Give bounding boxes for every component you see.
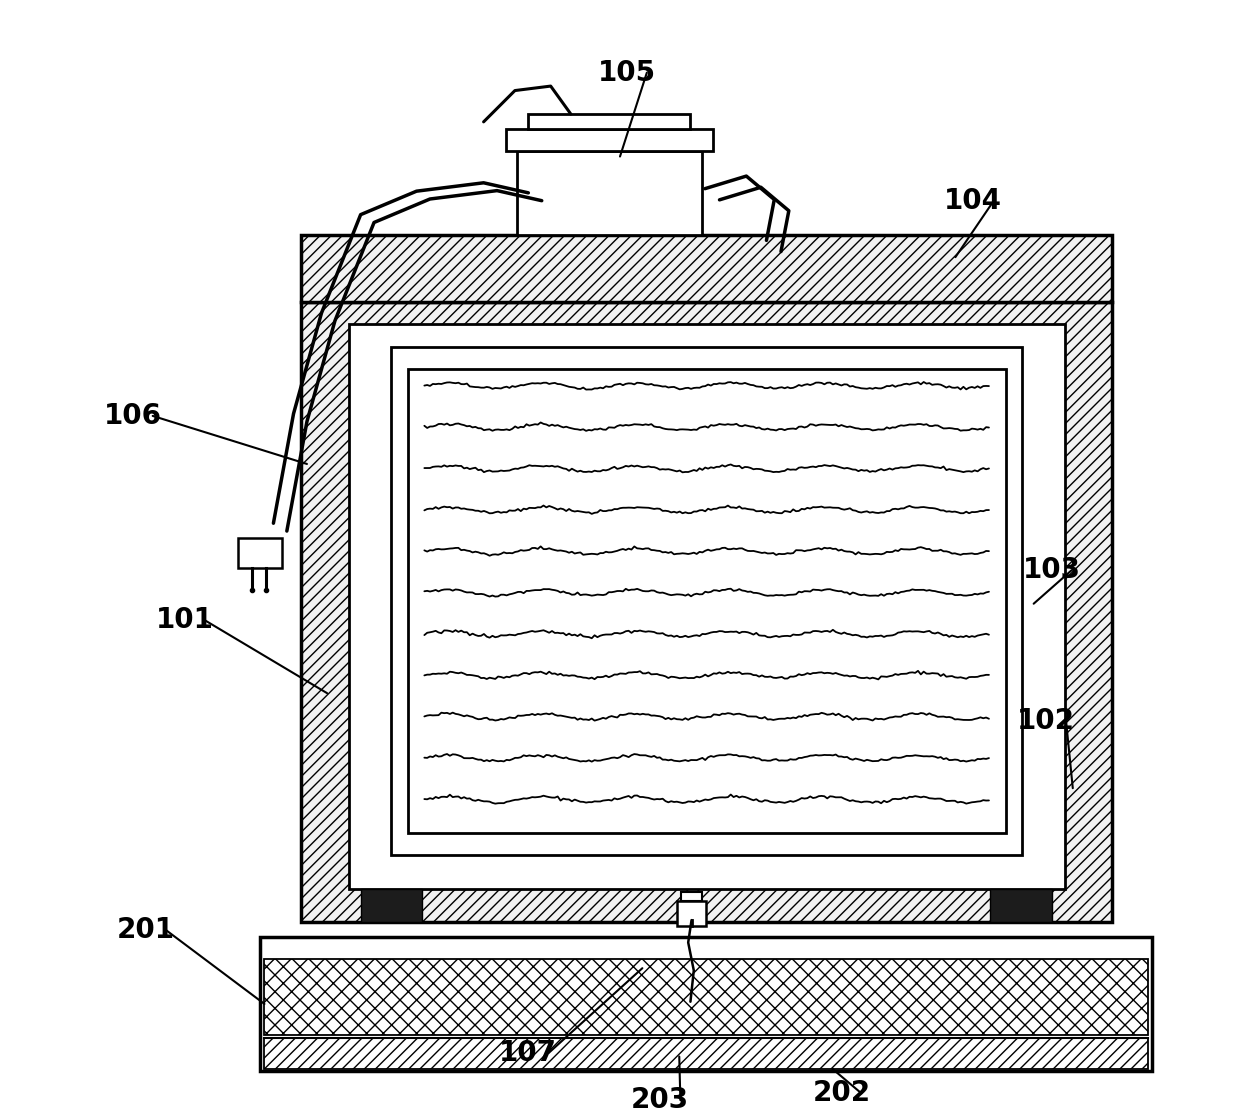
Bar: [301, 235, 1112, 302]
Bar: [506, 129, 713, 151]
Text: 101: 101: [156, 606, 215, 635]
Text: 203: 203: [631, 1086, 689, 1115]
Bar: [264, 1038, 1148, 1069]
Bar: [682, 892, 702, 901]
Bar: [264, 959, 1148, 1035]
Text: 105: 105: [598, 58, 656, 87]
Bar: [408, 369, 1006, 833]
Bar: [361, 889, 422, 922]
Text: 106: 106: [103, 401, 161, 430]
Bar: [391, 347, 1023, 855]
Text: 201: 201: [117, 916, 175, 945]
Text: 202: 202: [812, 1079, 870, 1108]
Bar: [301, 302, 1112, 922]
Bar: [677, 901, 706, 926]
Text: 103: 103: [1023, 556, 1080, 585]
Bar: [260, 937, 1152, 1071]
Text: 107: 107: [500, 1039, 557, 1068]
Bar: [517, 151, 702, 235]
Bar: [238, 538, 283, 568]
Bar: [350, 324, 1065, 889]
Text: 104: 104: [944, 187, 1002, 216]
Bar: [990, 889, 1052, 922]
Bar: [528, 114, 691, 129]
Text: 102: 102: [1017, 707, 1075, 736]
